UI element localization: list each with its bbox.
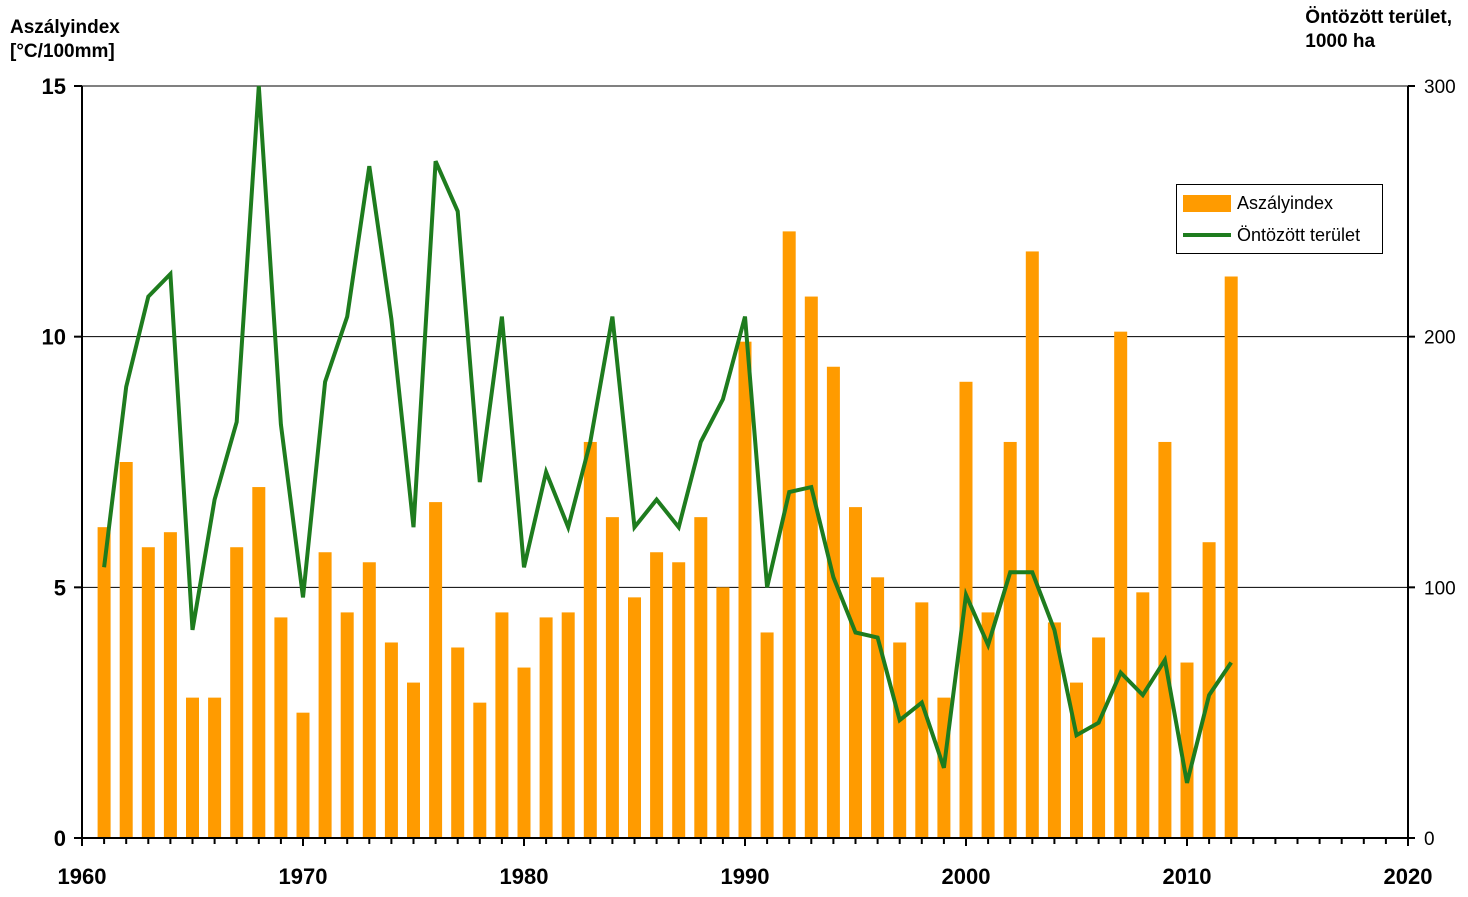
- bar-2009: [1158, 441, 1172, 838]
- y-left-tick-label: 15: [42, 74, 66, 99]
- bar-1975: [407, 682, 420, 838]
- bar-1979: [495, 612, 509, 838]
- bar-1984: [605, 517, 619, 838]
- bar-2011: [1202, 542, 1216, 838]
- bar-1995: [849, 507, 862, 838]
- tick-labels: 1960 1970 1980 1990 2000 2010 2020 0 5 10 15 0 100 20…: [42, 74, 1456, 889]
- bar-2002: [1003, 441, 1017, 838]
- left-axis-title-line2: [°C/100mm]: [10, 41, 115, 62]
- x-tick-label: 2000: [942, 864, 991, 889]
- bar-2001: [981, 612, 995, 838]
- bar-1963: [141, 547, 155, 838]
- line-series: [102, 85, 1233, 784]
- x-tick-label: 1980: [500, 864, 549, 889]
- y-left-tick-label: 10: [42, 325, 66, 350]
- bar-series: [97, 231, 1238, 839]
- bar-1991: [760, 632, 774, 838]
- bar-1962: [119, 462, 133, 838]
- x-tick-label: 1960: [58, 864, 107, 889]
- legend-item-bar: Aszályindex: [1183, 191, 1333, 215]
- left-axis-title: Aszályindex [°C/100mm]: [10, 16, 120, 64]
- y-left-tick-label: 5: [54, 575, 66, 600]
- bar-2012: [1224, 276, 1238, 838]
- bar-2004: [1047, 622, 1061, 838]
- bar-1997: [893, 642, 907, 838]
- bar-1974: [384, 642, 398, 838]
- bar-1967: [230, 547, 244, 838]
- x-tick-label: 1990: [721, 864, 770, 889]
- bar-1987: [672, 562, 686, 838]
- bar-1980: [517, 667, 531, 838]
- legend-label-line: Öntözött terület: [1237, 224, 1361, 245]
- legend-label-bar: Aszályindex: [1237, 192, 1334, 213]
- bar-1969: [274, 617, 288, 838]
- legend-swatch-bar: [1183, 194, 1231, 212]
- bar-1998: [915, 602, 929, 838]
- y-right-tick-label: 200: [1424, 328, 1456, 349]
- bar-1989: [716, 587, 730, 838]
- bar-1973: [362, 562, 376, 838]
- left-axis-title-line1: Aszályindex: [10, 17, 120, 38]
- bar-1972: [340, 612, 354, 838]
- bar-1988: [694, 517, 708, 838]
- bar-2006: [1092, 637, 1106, 838]
- bar-1964: [163, 532, 177, 838]
- bar-1968: [252, 487, 266, 838]
- y-right-tick-label: 0: [1424, 829, 1435, 850]
- bar-1996: [871, 577, 885, 838]
- right-axis-title-line2: 1000 ha: [1305, 31, 1376, 52]
- legend-swatch-line: [1183, 233, 1231, 237]
- bar-1971: [318, 552, 332, 838]
- bar-1966: [208, 697, 222, 838]
- x-tick-label: 1970: [279, 864, 328, 889]
- legend-item-line: Öntözött terület: [1183, 223, 1360, 247]
- y-right-tick-label: 300: [1424, 77, 1456, 98]
- bar-2010: [1180, 662, 1194, 838]
- bar-1965: [186, 697, 199, 838]
- bar-1970: [296, 712, 310, 838]
- bar-1985: [628, 597, 641, 838]
- right-axis-title-line1: Öntözött terület,: [1305, 7, 1452, 28]
- right-axis-title: Öntözött terület, 1000 ha: [1305, 6, 1452, 54]
- bar-1961: [97, 527, 111, 838]
- legend: Aszályindex Öntözött terület: [1176, 184, 1383, 254]
- bar-2007: [1114, 331, 1128, 838]
- bar-1983: [583, 441, 597, 838]
- bar-1977: [451, 647, 465, 838]
- bar-1986: [650, 552, 664, 838]
- bar-1976: [429, 502, 443, 838]
- bar-1982: [561, 612, 575, 838]
- bar-1992: [782, 231, 796, 839]
- axes: [74, 85, 1415, 846]
- bar-1993: [804, 296, 818, 838]
- bar-1978: [473, 702, 487, 838]
- x-tick-label: 2020: [1384, 864, 1433, 889]
- bar-1990: [738, 341, 752, 838]
- bar-1981: [539, 617, 553, 838]
- bar-1994: [826, 366, 840, 838]
- y-left-tick-label: 0: [54, 826, 66, 851]
- bar-2003: [1025, 251, 1039, 838]
- bar-2008: [1136, 592, 1150, 838]
- x-tick-label: 2010: [1163, 864, 1212, 889]
- line-path: [102, 85, 1233, 784]
- y-right-tick-label: 100: [1424, 578, 1456, 599]
